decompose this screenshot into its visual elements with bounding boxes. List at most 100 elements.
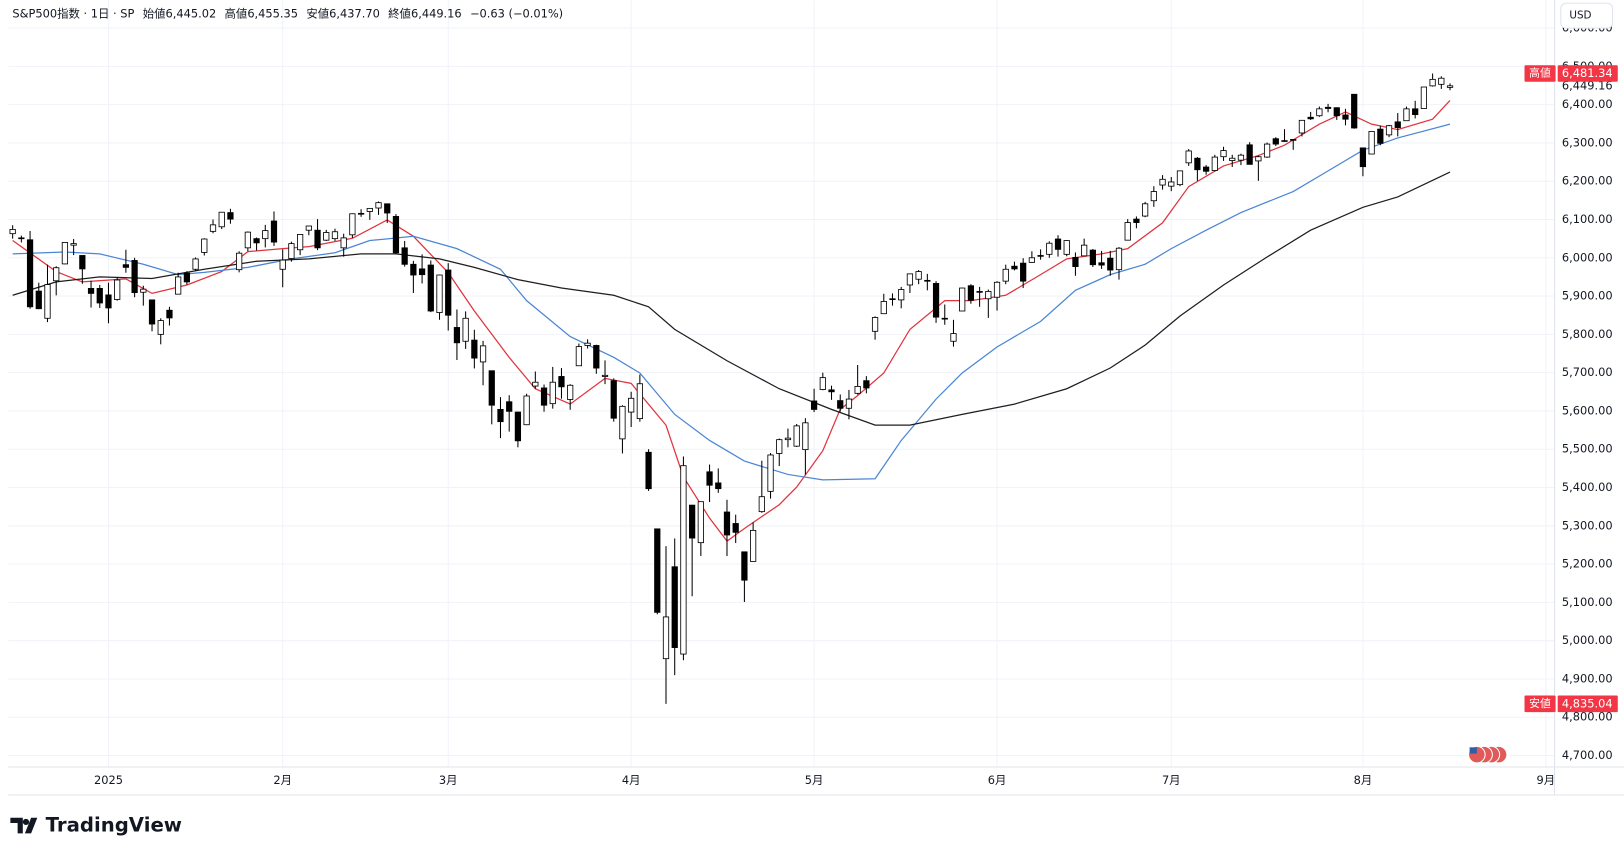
candle-body: [671, 566, 678, 648]
currency-button[interactable]: [1560, 2, 1614, 29]
candle-body: [1412, 108, 1419, 116]
candle-body: [749, 529, 757, 562]
candle-body: [35, 290, 42, 310]
marker-value: 6,481.34: [1562, 66, 1613, 80]
moving-average-line: [12, 123, 1451, 481]
candle-body: [985, 291, 992, 300]
candle-body: [898, 289, 905, 301]
candle-body: [532, 381, 539, 387]
candle-body: [70, 243, 77, 246]
candle-body: [1385, 125, 1393, 136]
candle-body: [209, 224, 217, 232]
candle-body: [636, 383, 643, 420]
candle-body: [297, 234, 304, 251]
candle-body: [1150, 191, 1157, 202]
candle-body: [140, 288, 147, 293]
candle-body: [993, 281, 1001, 298]
candle-body: [567, 384, 574, 400]
candle-body: [462, 317, 469, 342]
candle-body: [828, 389, 835, 393]
ohlc-label: 高値: [225, 6, 248, 20]
x-tick-label: 5月: [805, 773, 824, 787]
y-tick-label: 4,700.00: [1562, 748, 1613, 762]
candle-body: [732, 523, 739, 533]
candle-body: [270, 220, 278, 243]
last-price-label: 6,449.16: [1562, 78, 1613, 92]
candle-body: [959, 287, 966, 312]
candle-body: [1229, 157, 1236, 161]
brand-name[interactable]: TradingView: [46, 814, 182, 837]
candle-body: [697, 501, 704, 544]
candle-body: [1420, 86, 1428, 109]
x-tick-label: 2025: [94, 773, 123, 787]
candle-body: [1159, 178, 1166, 186]
candle-body: [1324, 106, 1332, 109]
marker-label-box: [1524, 65, 1556, 82]
candle-body: [854, 386, 861, 394]
candle-body: [157, 320, 164, 335]
candle-body: [619, 405, 626, 440]
ohlc-value: 6,437.70: [329, 6, 380, 20]
marker-value-box: [1557, 695, 1618, 713]
y-tick-label: 5,500.00: [1562, 442, 1613, 456]
y-tick-label: 6,100.00: [1562, 212, 1613, 226]
candle-body: [366, 207, 373, 212]
candle-body: [1002, 268, 1009, 282]
candle-body: [601, 374, 609, 377]
candle-body: [871, 317, 879, 332]
candle-body: [819, 377, 826, 390]
y-tick-label: 5,600.00: [1562, 403, 1613, 417]
candle-body: [1237, 154, 1245, 161]
y-tick-label: 5,800.00: [1562, 327, 1613, 341]
candle-body: [662, 616, 670, 660]
candle-body: [706, 471, 713, 486]
candle-body: [201, 238, 208, 253]
candle-body: [741, 551, 748, 581]
candle-body: [1194, 157, 1201, 171]
y-tick-label: 5,200.00: [1562, 557, 1613, 571]
y-tick-label: 6,400.00: [1562, 97, 1613, 111]
marker-value: 4,835.04: [1562, 696, 1613, 710]
candle-body: [1063, 240, 1070, 255]
candle-body: [384, 203, 391, 214]
candle-body: [610, 380, 617, 419]
candle-body: [584, 342, 591, 346]
candle-body: [427, 264, 434, 312]
candle-body: [680, 465, 687, 655]
candle-body: [967, 285, 975, 301]
ohlc-value: 6,449.16: [411, 6, 462, 20]
ohlc-label: 終値: [388, 6, 411, 20]
candle-body: [1368, 131, 1375, 155]
candle-body: [645, 451, 652, 490]
candle-body: [1351, 93, 1358, 129]
candle-body: [1089, 249, 1096, 266]
candle-body: [445, 269, 452, 316]
symbol-title: S&P500指数 · 1日 · SP: [12, 6, 134, 20]
candle-body: [288, 243, 295, 259]
candle-body: [453, 327, 461, 344]
candle-body: [1133, 218, 1140, 223]
candle-body: [1307, 116, 1314, 120]
candle-body: [1333, 107, 1340, 117]
candle-body: [105, 294, 112, 309]
candle-body: [976, 291, 983, 293]
candle-body: [436, 274, 443, 313]
candle-body: [488, 370, 495, 406]
ohlc-value: 6,455.35: [247, 6, 298, 20]
candle-body: [523, 395, 530, 426]
y-tick-label: 5,300.00: [1562, 518, 1613, 532]
change-value: −0.63 (−0.01%): [470, 6, 563, 20]
candle-body: [514, 411, 522, 442]
candle-body: [1359, 147, 1367, 168]
candle-body: [1115, 247, 1123, 271]
brand-logo: [10, 817, 38, 834]
candle-body: [1020, 262, 1027, 282]
candle-body: [471, 339, 478, 359]
currency-label[interactable]: USD: [1569, 10, 1591, 22]
marker-value-box: [1557, 65, 1618, 82]
candle-body: [1202, 166, 1210, 172]
candle-body: [915, 271, 922, 280]
candle-body: [262, 230, 269, 240]
marker-label-box: [1524, 695, 1556, 713]
